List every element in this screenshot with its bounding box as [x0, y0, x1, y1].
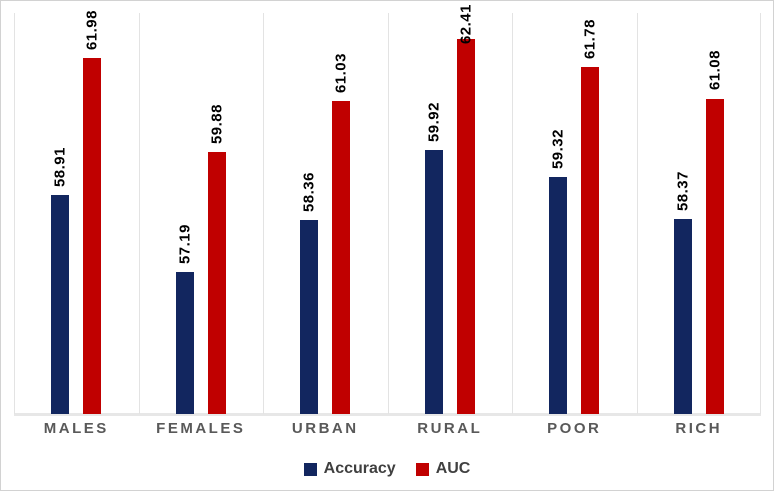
bar-value-label: 58.91: [51, 147, 69, 188]
auc-bar-rural: [456, 39, 475, 414]
accuracy-bar-females: [175, 271, 194, 414]
category-axis: MALES FEMALES URBAN RURAL POOR RICH: [14, 420, 761, 437]
accuracy-bar-urban: [300, 219, 319, 414]
category-label-males: MALES: [43, 420, 109, 437]
category-label-poor: POOR: [547, 420, 602, 437]
accuracy-bar-rural: [424, 150, 443, 414]
bar-value-label: 61.98: [83, 10, 101, 51]
gridline: [636, 13, 638, 414]
legend-label: AUC: [435, 460, 471, 477]
gridline: [14, 13, 15, 414]
accuracy-bar-rich: [673, 219, 692, 414]
category-label-females: FEMALES: [156, 420, 246, 437]
category-label-urban: URBAN: [291, 420, 359, 437]
gridline: [760, 13, 761, 414]
auc-bar-females: [207, 152, 226, 414]
plot-area: 58.91 61.98 57.19 59.88 58.36 61.03 59.92 62.41…: [14, 4, 761, 416]
auc-bar-males: [83, 58, 102, 414]
bar-value-label: 62.41: [457, 3, 475, 44]
legend-item-accuracy: Accuracy: [303, 460, 396, 478]
bar-value-label: 58.36: [300, 171, 318, 212]
legend-swatch-accuracy: [303, 462, 317, 476]
bar-value-label: 61.08: [706, 50, 724, 91]
x-axis-line: [14, 413, 761, 416]
gridline: [512, 13, 513, 414]
bar-value-label: 59.32: [549, 128, 567, 169]
category-label-rural: RURAL: [417, 420, 483, 437]
bar-value-label: 61.03: [332, 52, 350, 93]
legend-item-auc: AUC: [415, 460, 471, 478]
auc-bar-poor: [581, 67, 600, 414]
bar-value-label: 61.78: [581, 19, 599, 60]
bar-value-label: 59.88: [208, 103, 226, 144]
gridline: [138, 13, 140, 414]
gridline: [263, 13, 264, 414]
gridline: [387, 13, 389, 414]
legend-swatch-auc: [415, 462, 429, 476]
legend: Accuracy AUC: [1, 460, 773, 478]
bar-value-label: 57.19: [176, 223, 194, 264]
bar-value-label: 58.37: [674, 171, 692, 212]
auc-bar-rich: [705, 98, 724, 414]
bar-value-label: 59.92: [425, 102, 443, 143]
accuracy-bar-males: [51, 195, 70, 414]
category-label-rich: RICH: [675, 420, 723, 437]
accuracy-bar-poor: [549, 177, 568, 414]
auc-bar-urban: [332, 100, 351, 414]
legend-label: Accuracy: [323, 460, 396, 477]
